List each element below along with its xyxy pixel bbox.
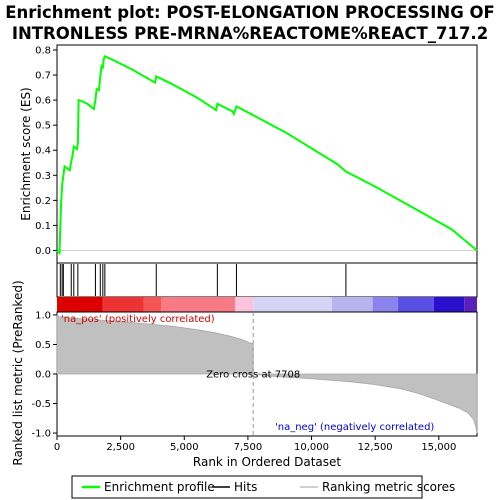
positive-correlation-label: 'na_pos' (positively correlated) [61, 314, 215, 325]
es-line-group [56, 54, 478, 256]
metric-y-tick-label: -1.0 [31, 429, 51, 440]
x-tick-label: 7,500 [234, 442, 263, 453]
gradient-segment [253, 297, 332, 312]
es-y-tick-label: 0.7 [35, 71, 51, 82]
legend-label: Hits [234, 480, 257, 494]
metric-y-tick-label: -0.5 [31, 399, 51, 410]
es-y-tick-label: 0.4 [35, 146, 51, 157]
metric-y-tick-label: 0.5 [35, 340, 51, 351]
gradient-segment [57, 297, 103, 312]
chart-title-line1: Enrichment plot: POST-ELONGATION PROCESS… [5, 3, 495, 22]
hits-panel-frame [56, 262, 478, 298]
x-tick-label: 2,500 [106, 442, 135, 453]
es-panel-frame [56, 44, 478, 264]
x-axis-label: Rank in Ordered Dataset [193, 455, 341, 469]
x-ticks: 0 2,500 5,000 7,500 10,000 12,500 15,000 [54, 436, 456, 453]
metric-y-tick-label: 1.0 [35, 310, 51, 321]
gradient-segment [464, 297, 477, 312]
gradient-segment [143, 297, 162, 312]
metric-y-axis-label: Ranked list metric (PreRanked) [11, 280, 25, 465]
gradient-segment [102, 297, 144, 312]
es-y-ticks: 0.0 0.1 0.2 0.3 0.4 0.5 0.6 0.7 0.8 [35, 46, 57, 257]
metric-y-ticks: -1.0 -0.5 0.0 0.5 1.0 [31, 310, 57, 440]
enrichment-profile-line [56, 54, 478, 256]
es-y-tick-label: 0.2 [35, 196, 51, 207]
x-tick-label: 12,500 [358, 442, 393, 453]
gradient-segment [235, 297, 254, 312]
ranking-gradient-bar [57, 297, 477, 312]
legend: Enrichment profile Hits Ranking metric sco… [82, 480, 455, 494]
ranking-metric-area [56, 314, 478, 434]
legend-label: Enrichment profile [104, 480, 215, 494]
es-y-tick-label: 0.1 [35, 221, 51, 232]
es-y-tick-label: 0.3 [35, 171, 51, 182]
legend-box [71, 475, 423, 499]
x-tick-label: 0 [54, 442, 60, 453]
legend-label: Ranking metric scores [322, 480, 455, 494]
es-y-tick-label: 0.0 [35, 246, 51, 257]
hits-group [59, 264, 347, 296]
x-tick-label: 5,000 [170, 442, 199, 453]
es-y-tick-label: 0.6 [35, 96, 51, 107]
negative-correlation-label: 'na_neg' (negatively correlated) [275, 422, 434, 433]
es-y-axis-label: Enrichment score (ES) [19, 87, 33, 220]
gradient-segment [398, 297, 434, 312]
gradient-segment [331, 297, 373, 312]
chart-title-line2: INTRONLESS PRE-MRNA%REACTOME%REACT_717.2 [12, 24, 488, 43]
es-y-tick-label: 0.8 [35, 46, 51, 57]
metric-area-group [56, 314, 478, 434]
zero-cross-label: Zero cross at 7708 [206, 370, 300, 381]
gradient-segment [161, 297, 236, 312]
gradient-segment [372, 297, 399, 312]
gradient-segment [433, 297, 465, 312]
x-tick-label: 10,000 [294, 442, 329, 453]
metric-y-tick-label: 0.0 [35, 370, 51, 381]
es-y-tick-label: 0.5 [35, 121, 51, 132]
x-tick-label: 15,000 [421, 442, 456, 453]
